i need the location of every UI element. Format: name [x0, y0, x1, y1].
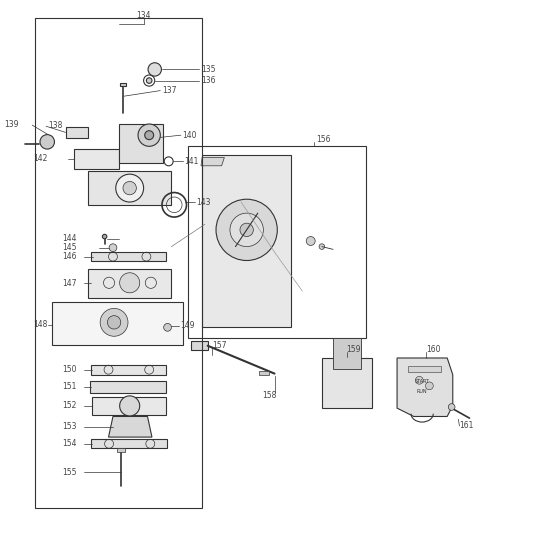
Polygon shape [201, 157, 225, 166]
Text: 141: 141 [184, 157, 199, 166]
Text: 153: 153 [62, 422, 77, 431]
Polygon shape [88, 269, 171, 298]
Text: 158: 158 [262, 391, 277, 400]
Text: 143: 143 [197, 198, 211, 207]
Polygon shape [66, 127, 88, 138]
Circle shape [306, 236, 315, 245]
Circle shape [216, 199, 277, 260]
Text: START: START [414, 379, 430, 384]
Bar [35, 18, 202, 508]
Polygon shape [88, 171, 171, 205]
Circle shape [102, 234, 107, 239]
Polygon shape [91, 365, 166, 375]
Text: 155: 155 [62, 468, 77, 477]
Polygon shape [74, 149, 119, 169]
Circle shape [108, 316, 121, 329]
Bar [120, 83, 127, 86]
Text: 156: 156 [316, 134, 331, 143]
Polygon shape [119, 124, 163, 163]
Text: 160: 160 [426, 345, 441, 354]
Polygon shape [92, 397, 166, 415]
Text: 147: 147 [62, 279, 77, 288]
Circle shape [416, 376, 423, 384]
Circle shape [109, 244, 117, 251]
Polygon shape [90, 381, 166, 393]
Text: 146: 146 [62, 252, 77, 261]
Text: 148: 148 [34, 320, 48, 329]
Polygon shape [91, 252, 166, 260]
Bar [52, 302, 183, 345]
Text: 152: 152 [62, 402, 77, 410]
Text: 134: 134 [136, 11, 151, 20]
Circle shape [123, 181, 137, 195]
Circle shape [449, 404, 455, 410]
Circle shape [319, 244, 325, 249]
Text: RUN: RUN [417, 389, 427, 394]
Text: 150: 150 [62, 365, 77, 374]
Text: 139: 139 [4, 119, 18, 129]
Circle shape [426, 382, 433, 390]
Text: 149: 149 [180, 321, 194, 330]
Polygon shape [397, 358, 453, 417]
Circle shape [240, 223, 253, 236]
Polygon shape [91, 439, 167, 448]
Polygon shape [322, 358, 372, 408]
Circle shape [138, 124, 160, 146]
Text: 136: 136 [201, 76, 216, 85]
Circle shape [148, 63, 161, 76]
Circle shape [120, 273, 139, 293]
Polygon shape [109, 417, 152, 437]
Text: 159: 159 [346, 345, 360, 354]
Circle shape [100, 309, 128, 336]
Circle shape [40, 134, 54, 149]
Text: 151: 151 [62, 382, 77, 391]
Bar [118, 448, 125, 451]
Text: 137: 137 [162, 86, 176, 95]
Bar [259, 371, 269, 375]
Polygon shape [191, 341, 208, 349]
Bar [188, 146, 366, 338]
Text: 138: 138 [48, 120, 62, 129]
Polygon shape [66, 306, 163, 339]
Polygon shape [202, 155, 291, 328]
Text: 161: 161 [459, 422, 474, 431]
Text: 142: 142 [34, 154, 48, 163]
Bar [408, 366, 441, 372]
Text: 140: 140 [183, 130, 197, 139]
Text: 145: 145 [62, 243, 77, 252]
Circle shape [230, 213, 263, 246]
Circle shape [116, 174, 143, 202]
Circle shape [146, 78, 152, 83]
Text: 157: 157 [212, 341, 227, 350]
Text: 154: 154 [62, 439, 77, 448]
Circle shape [144, 130, 153, 139]
Text: 144: 144 [62, 234, 77, 243]
Text: 135: 135 [201, 65, 216, 74]
Circle shape [120, 396, 139, 416]
Circle shape [164, 324, 171, 332]
Bar [333, 338, 361, 369]
